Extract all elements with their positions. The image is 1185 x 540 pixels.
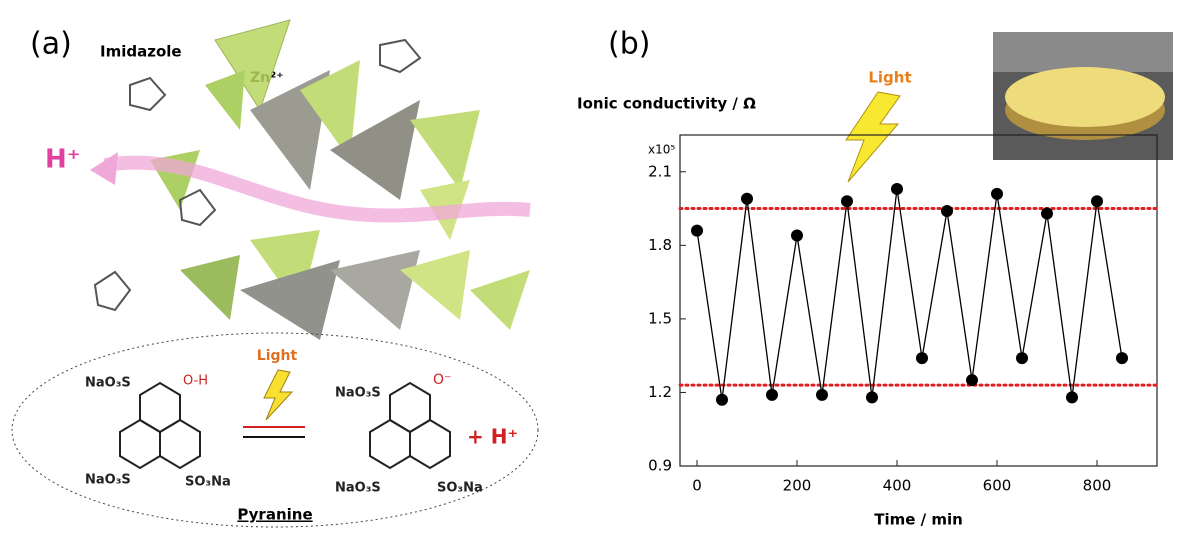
- chem-label: O⁻: [433, 372, 451, 388]
- label-proton: H⁺: [45, 145, 80, 175]
- data-point: [691, 225, 703, 237]
- x-tick-label: 600: [983, 477, 1012, 495]
- released-proton: + H⁺: [467, 425, 518, 449]
- y-tick-label: 0.9: [648, 457, 672, 475]
- data-point: [841, 195, 853, 207]
- panel-a: (a) Imidazole Zn²⁺ H⁺ L: [12, 20, 538, 527]
- panel-label: (b): [608, 27, 650, 62]
- x-tick-label: 800: [1083, 477, 1112, 495]
- y-multiplier: x10⁵: [648, 143, 675, 157]
- series-line: [697, 189, 1122, 400]
- y-tick-label: 1.5: [648, 309, 672, 327]
- annotation: Light: [868, 69, 911, 87]
- data-point: [916, 352, 928, 364]
- panel-label: (a): [30, 27, 72, 62]
- y-tick-label: 2.1: [648, 162, 672, 180]
- x-axis-title: Time / min: [874, 511, 963, 529]
- chem-label: NaO₃S: [85, 376, 131, 391]
- chem-label: NaO₃S: [335, 386, 381, 401]
- data-point: [1116, 352, 1128, 364]
- data-point: [1066, 391, 1078, 403]
- data-point: [1016, 352, 1028, 364]
- x-tick-label: 0: [692, 477, 702, 495]
- chem-label: NaO₃S: [335, 481, 381, 496]
- y-tick-label: 1.8: [648, 236, 672, 254]
- arrow-head: [90, 152, 118, 185]
- figure: (a) Imidazole Zn²⁺ H⁺ L: [0, 0, 1185, 536]
- photo-inset: [993, 32, 1173, 160]
- chem-label: SO₃Na: [437, 481, 483, 496]
- lightning: [846, 92, 900, 182]
- data-point: [891, 183, 903, 195]
- x-tick-label: 200: [783, 477, 812, 495]
- y-axis-title: Ionic conductivity / Ω: [577, 95, 756, 113]
- chem-label: SO₃Na: [185, 475, 231, 490]
- label-imidazole: Imidazole: [100, 43, 182, 61]
- data-point: [1041, 207, 1053, 219]
- data-point: [1091, 195, 1103, 207]
- chem-label: NaO₃S: [85, 473, 131, 488]
- data-point: [766, 389, 778, 401]
- data-point: [791, 230, 803, 242]
- data-point: [866, 391, 878, 403]
- data-point: [991, 188, 1003, 200]
- data-point: [966, 374, 978, 386]
- lightning: [264, 370, 292, 420]
- caption: Pyranine: [237, 506, 312, 524]
- label-light: Light: [257, 348, 298, 364]
- x-tick-label: 400: [883, 477, 912, 495]
- data-point: [816, 389, 828, 401]
- plot-frame: [680, 135, 1157, 466]
- chem-label: O-H: [183, 374, 208, 389]
- y-tick-label: 1.2: [648, 383, 672, 401]
- data-point: [741, 193, 753, 205]
- data-point: [941, 205, 953, 217]
- data-point: [716, 394, 728, 406]
